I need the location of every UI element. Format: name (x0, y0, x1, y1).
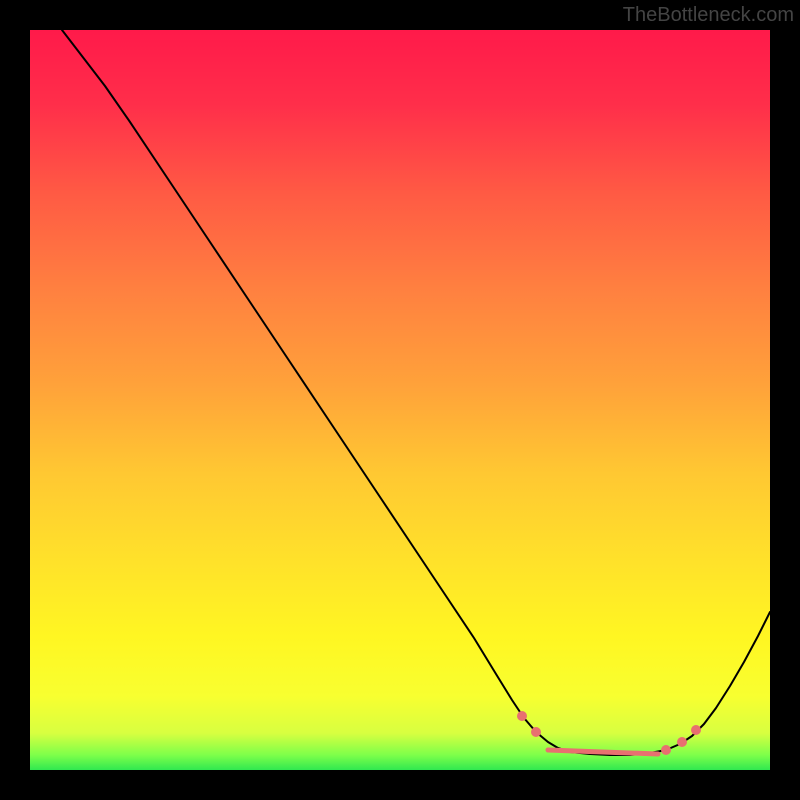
chart-curve-layer (30, 30, 770, 770)
plot-area (30, 30, 770, 770)
marker-dot (531, 727, 541, 737)
marker-dot (691, 725, 701, 735)
marker-dot (677, 737, 687, 747)
marker-dot (661, 745, 671, 755)
watermark-text: TheBottleneck.com (623, 4, 794, 27)
marker-group (517, 711, 701, 755)
marker-flat-segment (548, 750, 658, 754)
marker-dot (517, 711, 527, 721)
bottleneck-curve (62, 30, 770, 755)
